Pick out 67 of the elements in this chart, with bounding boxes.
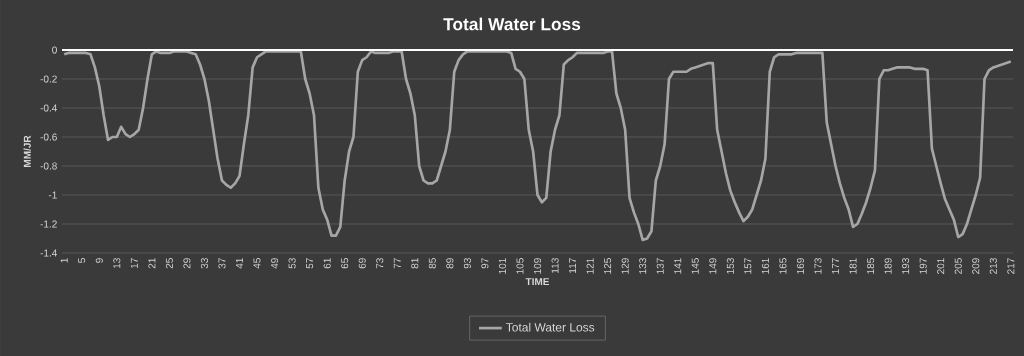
x-tick-label: 177	[832, 258, 839, 274]
x-tick-label: 113	[551, 258, 559, 273]
x-tick-label: 137	[656, 258, 664, 274]
x-tick-label: 21	[148, 258, 156, 269]
y-tick-label: -1.2	[40, 220, 57, 228]
x-tick-label: 185	[867, 258, 875, 274]
x-tick-label: 41	[236, 258, 243, 269]
x-tick-label: 29	[183, 258, 191, 269]
x-tick-label: 77	[393, 258, 401, 269]
x-tick-label: 53	[288, 258, 296, 269]
x-tick-label: 45	[253, 258, 261, 269]
x-tick-label: 89	[446, 258, 454, 269]
x-tick-label: 153	[726, 258, 734, 274]
x-tick-label: 193	[902, 258, 910, 274]
x-tick-label: 189	[884, 258, 892, 274]
y-tick-label: -1	[48, 191, 57, 199]
x-tick-label: 133	[639, 258, 647, 274]
x-tick-label: 37	[218, 258, 226, 269]
x-axis-title: TIME	[525, 278, 550, 286]
x-tick-label: 81	[411, 258, 419, 269]
x-tick-label: 85	[428, 258, 436, 269]
x-tick-label: 69	[358, 258, 366, 269]
x-tick-label: 197	[919, 258, 927, 274]
x-tick-label: 173	[814, 258, 822, 274]
y-axis-title: MM/JR	[23, 135, 31, 167]
x-tick-label: 169	[796, 258, 804, 274]
x-tick-label: 129	[621, 258, 629, 274]
x-tick-label: 13	[113, 258, 121, 269]
x-tick-label: 117	[569, 258, 576, 273]
y-tick-label: -0.2	[40, 75, 57, 83]
legend-label: Total Water Loss	[506, 322, 595, 332]
x-tick-label: 65	[341, 258, 349, 269]
x-tick-label: 73	[376, 258, 384, 269]
x-tick-label: 213	[989, 258, 997, 274]
x-tick-label: 9	[95, 258, 103, 263]
x-tick-label: 141	[674, 258, 682, 274]
x-tick-label: 181	[849, 258, 857, 274]
x-tick-label: 157	[744, 258, 752, 274]
x-tick-label: 121	[586, 258, 594, 274]
x-tick-label: 5	[78, 258, 86, 263]
y-tick-label: 0	[52, 46, 57, 54]
y-tick-label: -0.4	[40, 104, 58, 112]
y-tick-label: -1.4	[40, 249, 58, 257]
x-tick-label: 161	[761, 258, 769, 274]
x-tick-label: 105	[516, 258, 524, 274]
x-tick-label: 1	[60, 258, 68, 263]
x-tick-label: 17	[130, 258, 138, 269]
x-tick-label: 205	[954, 258, 962, 274]
x-tick-label: 101	[498, 258, 506, 274]
x-tick-label: 97	[481, 258, 489, 269]
x-tick-label: 165	[779, 258, 787, 274]
x-tick-label: 149	[709, 258, 717, 274]
chart-title: Total Water Loss	[443, 17, 581, 31]
y-tick-label: -0.8	[40, 162, 57, 170]
x-tick-label: 93	[463, 258, 471, 269]
x-tick-label: 57	[306, 258, 314, 269]
x-tick-label: 201	[937, 258, 945, 274]
x-tick-label: 61	[323, 258, 331, 269]
x-tick-label: 109	[533, 258, 542, 274]
x-tick-label: 125	[604, 258, 612, 274]
x-tick-label: 145	[691, 258, 699, 274]
x-tick-label: 49	[271, 258, 279, 269]
x-tick-label: 217	[1007, 258, 1015, 274]
y-tick-label: -0.6	[40, 133, 57, 141]
x-tick-label: 209	[972, 258, 980, 274]
x-tick-label: 25	[165, 258, 173, 269]
x-tick-label: 33	[200, 258, 208, 269]
